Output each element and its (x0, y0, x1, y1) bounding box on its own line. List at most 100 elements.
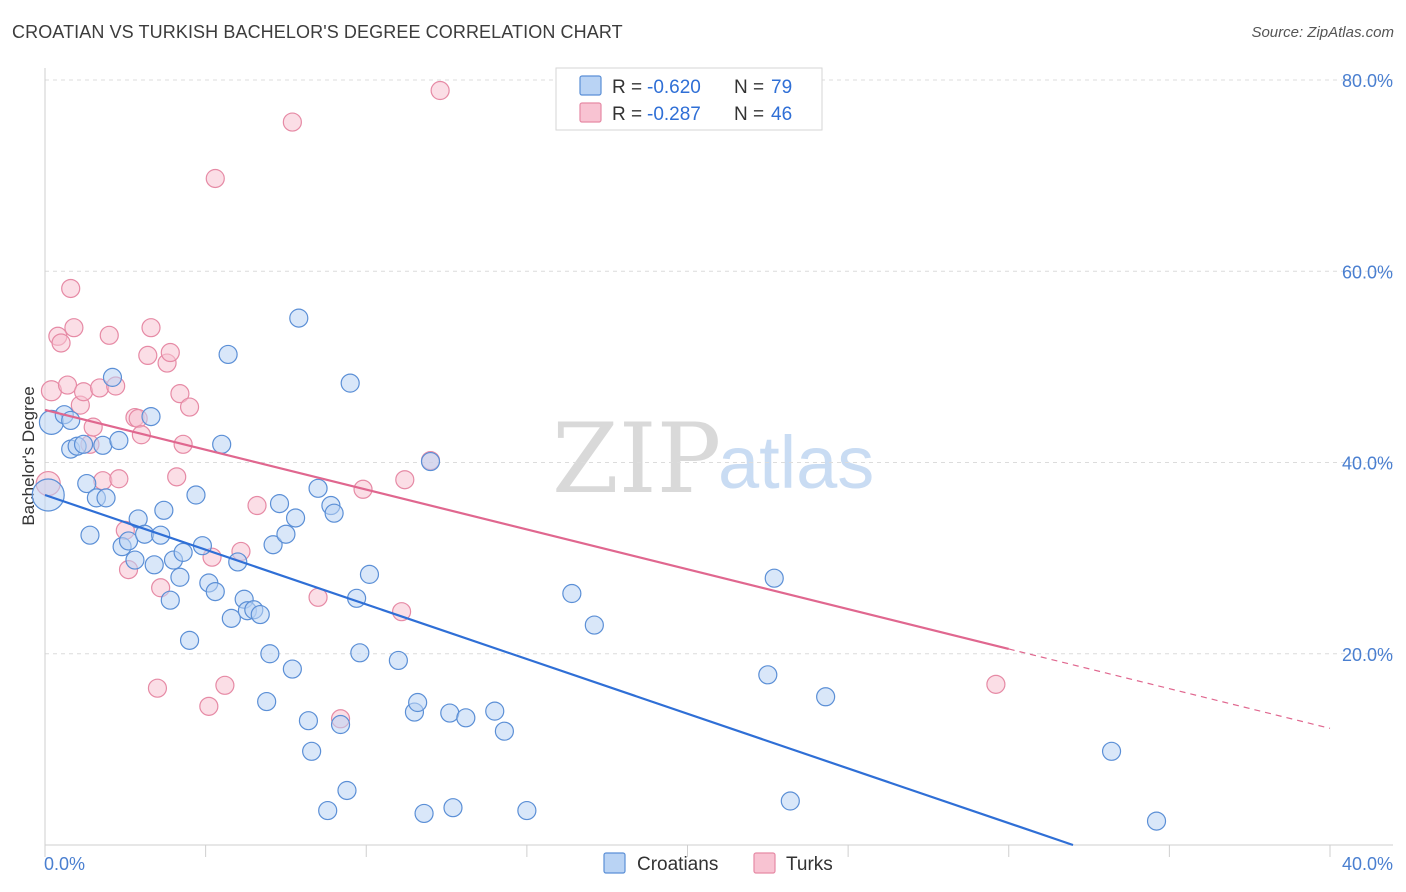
croatians-point (485, 701, 505, 721)
turks-point (395, 470, 415, 490)
croatians-point (221, 608, 241, 628)
bottom-legend-swatch-croatians (603, 852, 626, 874)
bottom-legend-label-turks: Turks (786, 854, 833, 875)
turks-point (282, 112, 302, 132)
legend-n-value-croatians: 79 (771, 77, 792, 98)
legend-r-label-croatians: R = (612, 77, 642, 98)
bottom-legend-swatch-turks (753, 852, 776, 874)
croatians-point (420, 451, 441, 472)
croatians-point (517, 800, 537, 821)
croatians-point (212, 434, 232, 454)
croatians-point (269, 494, 290, 514)
croatians-point (250, 604, 270, 625)
croatians-point (260, 644, 280, 664)
croatians-point (758, 665, 778, 685)
legend-r-value-turks: -0.287 (647, 104, 701, 125)
croatians-points (31, 308, 1167, 831)
legend-swatch-turks (579, 102, 602, 123)
croatians-point (93, 435, 113, 455)
croatians-point (141, 407, 161, 427)
croatians-point (780, 791, 800, 811)
croatians-point (340, 373, 360, 393)
turks-point (179, 397, 200, 417)
bottom-legend: Croatians Turks (603, 852, 833, 875)
croatians-point (388, 650, 408, 671)
croatians-point (205, 581, 225, 602)
croatians-point (186, 485, 206, 505)
trend-lines (44, 408, 1331, 847)
turks-point (141, 318, 161, 338)
turks-point (61, 278, 81, 299)
croatians-point (440, 703, 460, 723)
turks-point (93, 471, 113, 491)
croatians-point (96, 488, 116, 508)
turks-point (147, 678, 168, 698)
croatians-point (263, 535, 283, 555)
croatians-point (324, 503, 344, 523)
croatians-point (359, 564, 380, 584)
croatians-point (318, 800, 338, 821)
croatians-point (302, 741, 322, 761)
legend-n-label-croatians: N = (734, 77, 764, 98)
croatians-point (764, 568, 784, 588)
y-tick-label: 60.0% (1342, 262, 1393, 282)
croatians-point (408, 692, 428, 713)
turks-point (215, 675, 235, 695)
legend-r-value-croatians: -0.620 (647, 77, 701, 98)
croatians-point (816, 687, 836, 707)
croatians-point (414, 803, 434, 824)
croatians-point (118, 531, 139, 551)
y-tick-label: 20.0% (1342, 645, 1393, 665)
croatians-point (144, 555, 164, 575)
legend-n-value-turks: 46 (771, 104, 792, 125)
chart-title: CROATIAN VS TURKISH BACHELOR'S DEGREE CO… (12, 22, 623, 42)
turks-point (391, 602, 412, 622)
croatians-point (160, 590, 180, 610)
croatians-point (102, 367, 123, 387)
bottom-legend-label-croatians: Croatians (637, 854, 718, 875)
legend-n-label-turks: N = (734, 104, 764, 125)
turks-point (986, 674, 1006, 694)
turks-point (167, 467, 187, 487)
turks-point (138, 345, 158, 365)
turks-trend-line (44, 408, 1010, 651)
turks-point (170, 384, 190, 404)
turks-point (247, 495, 267, 516)
y-tick-label: 40.0% (1342, 454, 1393, 474)
croatians-point (330, 714, 351, 735)
turks-points (35, 80, 1006, 729)
legend: R = -0.620 N = 79 R = -0.287 N = 46 (555, 67, 823, 131)
watermark-zip: ZIP (552, 403, 721, 515)
croatians-point (257, 691, 277, 712)
croatians-point (173, 542, 193, 562)
croatians-point (73, 434, 94, 454)
croatians-point (443, 798, 463, 818)
x-axis-ticks (44, 845, 1331, 857)
croatians-point (170, 567, 190, 587)
y-tick-labels: 20.0% 40.0% 60.0% 80.0% (1342, 71, 1393, 665)
y-tick-label: 80.0% (1342, 71, 1393, 91)
croatians-point (298, 711, 319, 731)
turks-point (199, 696, 219, 716)
x-tick-label-max: 40.0% (1342, 854, 1393, 874)
x-tick-label-min: 0.0% (44, 854, 85, 874)
turks-trend-line-extension (1008, 648, 1331, 729)
croatians-point (228, 552, 248, 572)
croatians-point (276, 524, 296, 544)
turks-point (109, 469, 129, 489)
croatians-point (1146, 811, 1167, 831)
croatians-point (125, 550, 145, 570)
croatians-trend-line (44, 493, 1074, 847)
turks-point (205, 168, 225, 189)
croatians-point (562, 583, 582, 604)
croatians-point (77, 473, 97, 494)
gridlines (45, 79, 1393, 655)
croatians-point (282, 659, 302, 679)
turks-point (73, 382, 94, 402)
croatians-point (456, 708, 476, 728)
croatians-point (350, 643, 370, 663)
croatians-point (1101, 741, 1122, 761)
chart-source: Source: ZipAtlas.com (1251, 24, 1394, 41)
turks-point (57, 375, 78, 395)
